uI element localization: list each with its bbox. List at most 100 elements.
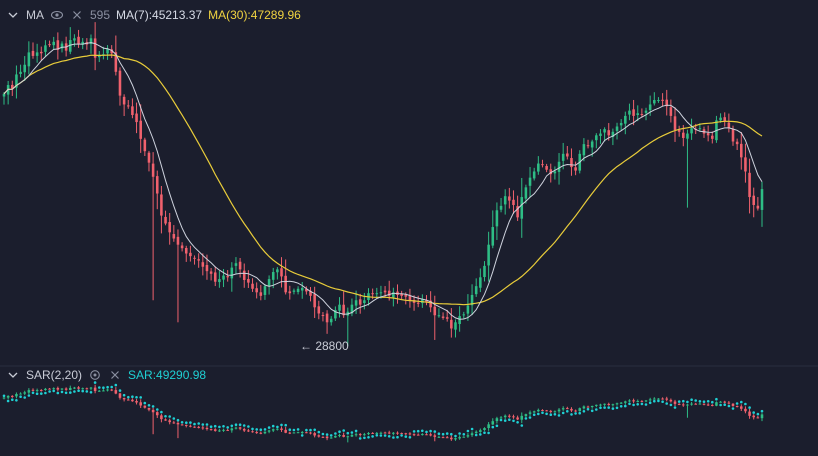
candle	[690, 128, 693, 134]
sar-candle	[528, 412, 532, 414]
candle	[719, 117, 722, 121]
sar-dot	[325, 433, 329, 436]
sar-candle	[64, 388, 68, 390]
sar-dot	[400, 434, 403, 437]
sar-candle	[727, 402, 731, 404]
close-icon[interactable]	[70, 8, 84, 22]
sar-candle	[636, 400, 640, 402]
sar-dot	[255, 428, 258, 431]
sar-candle	[85, 388, 89, 390]
candle	[731, 128, 735, 142]
candle	[756, 205, 760, 209]
sar-candle	[735, 406, 739, 408]
sar-candle	[11, 395, 14, 397]
sar-candle	[433, 435, 437, 437]
sar-dot	[520, 424, 524, 427]
sar-dot	[479, 433, 482, 436]
sar-dot	[462, 433, 466, 436]
sar-dot	[404, 435, 408, 438]
sar-candle	[412, 434, 416, 436]
candle	[412, 300, 416, 303]
sar-dot	[396, 435, 399, 439]
sar-candle	[52, 388, 55, 390]
sar-dot	[694, 399, 697, 402]
sar-candle	[288, 432, 292, 434]
sar-dot	[143, 401, 147, 405]
sar-dot	[425, 430, 428, 434]
sar-candle	[441, 437, 445, 439]
chevron-down-icon[interactable]	[6, 8, 20, 22]
candle	[135, 113, 138, 123]
candle	[189, 252, 192, 257]
sar-candle	[280, 428, 283, 430]
candle	[383, 290, 387, 293]
sar-candle	[516, 417, 519, 420]
sar-dot	[429, 429, 432, 433]
candle	[300, 287, 304, 291]
sar-dot	[412, 430, 416, 433]
sar-dot	[553, 413, 557, 416]
sar-candle	[267, 430, 271, 432]
chevron-down-icon[interactable]	[6, 368, 20, 382]
candle	[321, 315, 325, 317]
candle	[408, 295, 412, 301]
candle	[313, 294, 316, 308]
sar-dot	[748, 406, 751, 409]
sar-dot	[611, 407, 615, 410]
candle	[566, 153, 569, 157]
sar-dot	[367, 436, 370, 439]
sar-dot	[615, 406, 619, 410]
sar-dot	[715, 397, 718, 401]
candle	[147, 152, 151, 163]
sar-dot	[168, 415, 171, 418]
candle	[11, 84, 14, 89]
candle	[586, 145, 590, 147]
candle	[450, 319, 453, 329]
candle	[39, 51, 43, 54]
eye-icon[interactable]	[50, 8, 64, 22]
candle	[628, 110, 631, 115]
sar-dot	[516, 421, 519, 424]
sar-candle	[23, 392, 26, 394]
sar-dot	[147, 404, 151, 407]
sar-candle	[470, 433, 474, 436]
sar-candle	[242, 428, 246, 431]
sar-dot	[276, 425, 279, 429]
close-icon[interactable]	[108, 368, 122, 382]
sar-dot	[263, 428, 267, 431]
candle	[673, 116, 677, 131]
candle	[648, 104, 652, 111]
sar-candle	[325, 436, 329, 439]
sar-candle	[218, 430, 221, 432]
sar-candle	[27, 390, 31, 393]
sar-candle	[131, 399, 134, 402]
sar-dot	[77, 389, 80, 393]
sar-candle	[756, 417, 760, 419]
candle	[582, 144, 586, 156]
sar-dot	[238, 423, 242, 427]
sar-candle	[541, 410, 544, 412]
candle	[387, 290, 391, 296]
candle	[619, 122, 623, 126]
candle	[503, 196, 507, 205]
sar-dot	[85, 390, 89, 393]
candle	[495, 210, 499, 227]
candle	[752, 195, 755, 205]
candle	[541, 164, 544, 166]
sar-dot	[114, 383, 118, 387]
sar-dot	[69, 391, 72, 394]
candle	[247, 279, 250, 283]
candle	[636, 113, 640, 115]
sar-dot	[73, 390, 76, 393]
sar-dot	[284, 423, 288, 427]
sar-dot	[375, 434, 379, 437]
sar-dot	[719, 403, 722, 407]
settings-icon[interactable]	[88, 368, 102, 382]
sar-dot	[607, 406, 610, 409]
sar-candle	[624, 401, 627, 403]
sar-dot	[524, 417, 528, 420]
sar-candle	[56, 387, 60, 390]
candle	[193, 257, 196, 259]
sar-dot	[508, 418, 511, 422]
candle	[760, 189, 764, 210]
